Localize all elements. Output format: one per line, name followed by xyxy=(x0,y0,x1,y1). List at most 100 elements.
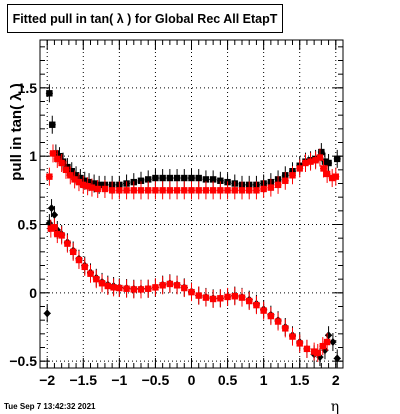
data-point xyxy=(54,230,61,238)
data-point xyxy=(116,284,123,292)
data-point xyxy=(77,174,84,182)
data-marks xyxy=(43,84,341,368)
data-point xyxy=(159,282,166,289)
data-point xyxy=(328,174,336,182)
data-point xyxy=(314,349,321,357)
data-point xyxy=(195,187,202,194)
data-point xyxy=(87,270,94,277)
data-point xyxy=(321,158,329,165)
data-point xyxy=(260,185,267,193)
data-point xyxy=(110,284,117,291)
data-point xyxy=(152,284,159,291)
data-point xyxy=(303,345,311,353)
data-point xyxy=(231,187,238,194)
data-point xyxy=(289,333,296,340)
data-point xyxy=(282,325,289,332)
data-point xyxy=(98,280,106,287)
data-point xyxy=(145,176,152,183)
data-point xyxy=(166,187,174,194)
data-point xyxy=(181,174,188,182)
data-point xyxy=(267,312,275,320)
data-point xyxy=(238,187,246,194)
data-point xyxy=(332,173,339,180)
data-point xyxy=(145,285,152,292)
data-point xyxy=(334,155,341,163)
data-point xyxy=(202,187,210,194)
data-point xyxy=(260,307,267,314)
data-point xyxy=(173,187,181,194)
data-point xyxy=(152,174,159,182)
data-point xyxy=(72,172,80,179)
data-point xyxy=(202,176,210,183)
data-point xyxy=(58,232,65,239)
data-point xyxy=(49,121,56,128)
x-tick-label: 2 xyxy=(332,372,340,388)
data-point xyxy=(46,173,53,180)
data-point xyxy=(67,172,74,179)
data-point xyxy=(318,148,325,156)
data-point xyxy=(319,342,326,350)
data-point xyxy=(159,187,166,194)
data-point xyxy=(246,297,253,305)
data-point xyxy=(274,318,282,325)
x-tick-label: 0.5 xyxy=(218,372,238,388)
data-point xyxy=(108,187,116,194)
data-point xyxy=(80,181,87,189)
x-tick-label: 1 xyxy=(260,372,268,388)
data-point xyxy=(274,181,282,189)
data-point xyxy=(188,288,195,296)
data-point xyxy=(137,177,145,184)
data-point xyxy=(181,284,188,292)
data-point xyxy=(188,187,195,194)
series-0 xyxy=(45,84,341,194)
data-point xyxy=(253,301,260,309)
data-point xyxy=(282,177,289,184)
data-point xyxy=(130,187,137,194)
data-point xyxy=(85,178,93,186)
data-point xyxy=(51,224,58,231)
data-point xyxy=(302,159,309,167)
data-point xyxy=(289,172,296,179)
data-point xyxy=(145,187,152,194)
data-point xyxy=(217,187,224,194)
data-point xyxy=(47,204,56,213)
data-point xyxy=(209,176,217,183)
data-point xyxy=(224,187,231,194)
x-tick-label: −0.5 xyxy=(142,372,170,388)
x-tick-label: 0 xyxy=(188,372,196,388)
series-3 xyxy=(47,218,331,362)
data-point xyxy=(173,174,181,182)
data-point xyxy=(188,174,195,182)
data-point xyxy=(68,168,75,175)
data-point xyxy=(209,295,217,303)
data-point xyxy=(296,340,303,347)
data-point xyxy=(88,184,96,191)
data-point xyxy=(324,331,333,340)
data-point xyxy=(267,184,275,191)
data-point xyxy=(325,159,332,167)
data-point xyxy=(130,286,137,293)
tick-labels: −2 −1.5 −1 −0.5 0 0.5 1 1.5 2 −0.5 0 0.5 1 1.5 xyxy=(9,80,340,388)
y-axis-label: pull in tan( λ ) xyxy=(8,83,25,181)
data-point xyxy=(75,178,83,186)
data-point xyxy=(238,294,246,301)
data-point xyxy=(71,176,78,183)
data-point xyxy=(47,225,55,232)
data-point xyxy=(209,187,217,194)
y-tick-label: 0.5 xyxy=(18,217,38,233)
x-tick-label: −1 xyxy=(111,372,127,388)
data-point xyxy=(93,275,100,283)
footer-timestamp: Tue Sep 7 13:42:32 2021 xyxy=(4,402,96,411)
data-point xyxy=(45,219,53,228)
y-tick-label: 1 xyxy=(29,148,37,164)
data-point xyxy=(116,187,123,194)
data-point xyxy=(58,159,65,167)
data-point xyxy=(224,293,231,301)
data-point xyxy=(333,354,341,363)
x-tick-label: 1.5 xyxy=(290,372,310,388)
data-point xyxy=(64,240,71,247)
data-point xyxy=(123,285,130,292)
data-point xyxy=(49,150,57,157)
chart-title: Fitted pull in tan( λ ) for Global Rec A… xyxy=(12,11,278,26)
